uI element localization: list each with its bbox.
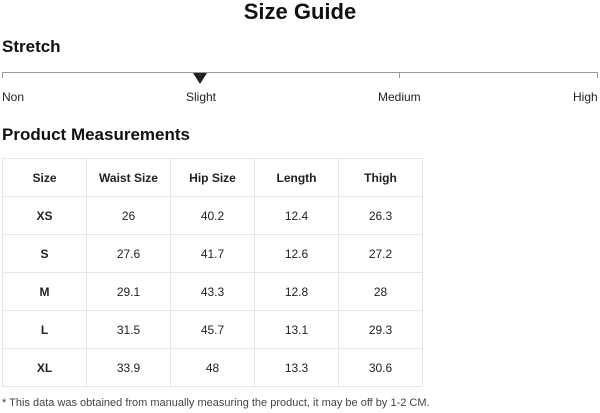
table-cell: 29.3 <box>338 310 423 349</box>
table-cell: 30.6 <box>338 348 423 387</box>
table-cell: 27.6 <box>86 234 171 273</box>
table-row: XS 26 40.2 12.4 26.3 <box>2 196 423 235</box>
table-cell: 12.6 <box>254 234 339 273</box>
page-title: Size Guide <box>243 0 357 24</box>
table-cell: 26 <box>86 196 171 235</box>
table-cell: 31.5 <box>86 310 171 349</box>
measurements-table: Size Waist Size Hip Size Length Thigh XS 26 40.… <box>2 158 423 387</box>
table-cell: 12.4 <box>254 196 339 235</box>
table-cell: 48 <box>170 348 255 387</box>
stretch-label-slight: Slight <box>186 90 217 104</box>
table-cell: 27.2 <box>338 234 423 273</box>
column-header: Waist Size <box>86 158 171 197</box>
table-cell: 43.3 <box>170 272 255 311</box>
table-cell: 28 <box>338 272 423 311</box>
table-cell: 12.8 <box>254 272 339 311</box>
stretch-label-medium: Medium <box>378 90 421 104</box>
footnote: * This data was obtained from manually m… <box>2 397 430 409</box>
table-cell: 40.2 <box>170 196 255 235</box>
column-header: Length <box>254 158 339 197</box>
table-cell: 29.1 <box>86 272 171 311</box>
table-header-row: Size Waist Size Hip Size Length Thigh <box>2 158 423 197</box>
table-cell: S <box>2 234 87 273</box>
table-cell: 45.7 <box>170 310 255 349</box>
table-cell: 13.1 <box>254 310 339 349</box>
table-cell: 26.3 <box>338 196 423 235</box>
scale-tick <box>2 72 3 78</box>
table-cell: 41.7 <box>170 234 255 273</box>
stretch-heading: Stretch <box>2 37 61 56</box>
stretch-label-high: High <box>573 90 598 104</box>
scale-tick <box>399 72 400 78</box>
stretch-label-non: Non <box>2 90 25 104</box>
table-cell: M <box>2 272 87 311</box>
column-header: Thigh <box>338 158 423 197</box>
table-row: M 29.1 43.3 12.8 28 <box>2 272 423 311</box>
table-row: S 27.6 41.7 12.6 27.2 <box>2 234 423 273</box>
table-cell: 33.9 <box>86 348 171 387</box>
column-header: Size <box>2 158 87 197</box>
table-cell: XS <box>2 196 87 235</box>
table-cell: XL <box>2 348 87 387</box>
table-cell: L <box>2 310 87 349</box>
scale-tick <box>597 72 598 78</box>
measurements-heading: Product Measurements <box>2 125 190 144</box>
scale-line <box>2 72 598 73</box>
table-row: L 31.5 45.7 13.1 29.3 <box>2 310 423 349</box>
table-cell: 13.3 <box>254 348 339 387</box>
stretch-marker-icon <box>193 73 207 84</box>
column-header: Hip Size <box>170 158 255 197</box>
table-row: XL 33.9 48 13.3 30.6 <box>2 348 423 387</box>
